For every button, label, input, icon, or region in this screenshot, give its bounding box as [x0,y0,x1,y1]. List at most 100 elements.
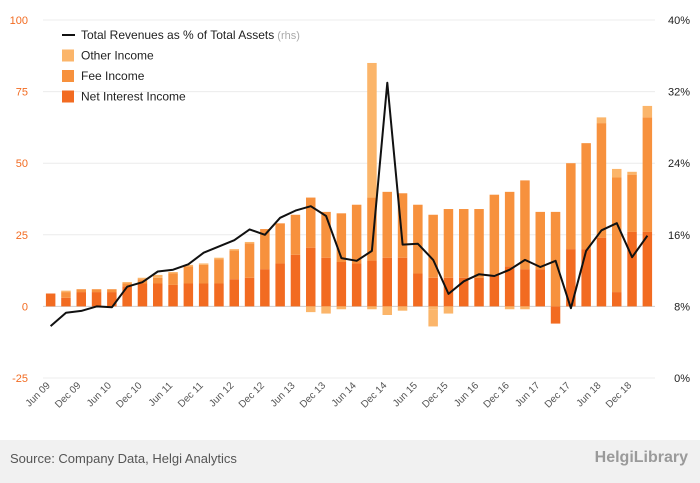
bar-fee-income [153,277,163,284]
x-tick-label: Jun 17 [513,380,542,409]
bar-net-interest-income [596,237,607,307]
x-tick-label: Jun 18 [575,380,604,409]
bar-net-interest-income [612,292,622,307]
bar-fee-income [183,266,194,284]
bar-fee-income [504,191,515,267]
bar-net-interest-income [45,293,56,307]
bar-fee-income [107,289,117,293]
x-tick-label: Jun 12 [207,380,236,409]
x-tick-label: Dec 18 [604,380,634,410]
bar-fee-income [642,117,653,232]
bar-fee-income [413,204,423,274]
bar-fee-income [627,174,637,232]
bar-other-income [596,117,607,124]
bar-fee-income [382,191,392,258]
x-tick-label: Dec 12 [237,380,267,410]
left-axis-ticks: -25 0 25 50 75 100 [10,15,28,385]
bar-fee-income [61,292,71,298]
legend-label: Fee Income [81,69,145,83]
right-tick-label: 8% [674,301,690,313]
bar-fee-income [428,214,438,278]
bar-net-interest-income [107,292,117,307]
left-tick-label: 0 [22,301,28,313]
bar-net-interest-income [367,260,377,307]
bar-net-interest-income [244,277,255,307]
bar-other-income-negative [397,306,408,311]
bar-other-income [229,249,239,251]
bar-other-income [183,264,194,267]
bar-net-interest-income [627,231,637,307]
bar-fee-income [612,177,622,293]
bar-fee-income [474,209,484,278]
bar-other-income-negative [382,306,392,315]
right-tick-label: 0% [674,373,690,385]
legend: Total Revenues as % of Total Assets (rhs… [62,28,300,104]
bar-fee-income [260,229,270,270]
right-tick-label: 40% [668,15,690,27]
right-tick-label: 16% [668,230,690,242]
bar-net-interest-income [581,249,591,307]
bar-fee-income [581,143,591,250]
x-tick-label: Dec 15 [420,380,450,410]
bar-net-interest-income [535,269,545,307]
bar-fee-income [244,243,255,278]
x-tick-label: Jun 10 [85,380,114,409]
bar-net-interest-income [91,292,102,307]
bar-fee-income [321,211,331,258]
bar-other-income-negative [367,306,377,310]
x-axis-ticks: Jun 09 Dec 09 Jun 10 Dec 10 Jun 11 Dec 11 Jun … [24,380,635,410]
bar-other-income [244,241,255,244]
bar-fee-income [214,259,224,284]
bar-net-interest-income [153,283,163,307]
left-tick-label: 75 [16,87,28,99]
bar-fee-income [566,163,576,250]
bar-net-interest-income [122,286,132,307]
bar-net-interest-income [168,284,178,307]
bar-net-interest-income [550,306,561,324]
bar-other-income-negative [443,306,454,314]
bar-net-interest-income [214,283,224,307]
bar-fee-income [122,283,132,287]
bar-fee-income [489,194,500,275]
bar-net-interest-income [76,292,86,307]
bar-net-interest-income [183,283,194,307]
bar-net-interest-income [321,257,331,307]
left-tick-label: -25 [12,373,28,385]
bar-net-interest-income [306,247,316,307]
bar-fee-income [596,123,607,238]
bar-fee-income [535,211,545,270]
x-tick-label: Jun 14 [330,380,359,409]
right-tick-label: 24% [668,158,690,170]
legend-swatch [62,49,74,62]
bar-fee-income [336,213,347,263]
bar-other-income [612,168,622,178]
bar-fee-income [459,209,469,278]
x-tick-label: Dec 11 [176,380,206,410]
bar-other-income-negative [428,309,438,327]
x-tick-label: Dec 14 [359,380,389,410]
x-tick-label: Dec 09 [53,380,83,410]
bar-fee-income [443,209,454,278]
bar-fee-income [198,264,209,284]
bar-net-interest-income [61,297,71,307]
revenue-ratio-polyline [49,81,649,327]
bar-fee-income [351,204,362,264]
bar-other-income [428,306,438,310]
bar-fee-income [397,193,408,258]
right-tick-label: 32% [668,87,690,99]
x-tick-label: Jun 13 [269,380,298,409]
x-tick-label: Jun 16 [452,380,481,409]
x-tick-label: Jun 15 [391,380,420,409]
bar-fee-income [520,180,530,270]
legend-swatch [62,90,74,103]
bar-net-interest-income [351,263,362,307]
bar-net-interest-income [504,266,515,307]
x-tick-label: Jun 09 [24,380,53,409]
bar-net-interest-income [397,257,408,307]
legend-label: Other Income [81,49,154,63]
bar-net-interest-income [198,283,209,307]
revenue-ratio-line [49,81,649,327]
bar-other-income [122,282,132,284]
bar-other-income [627,171,637,175]
